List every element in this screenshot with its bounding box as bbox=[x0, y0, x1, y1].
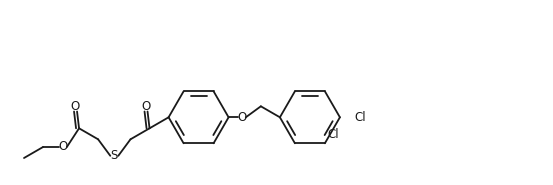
Text: O: O bbox=[237, 111, 247, 124]
Text: S: S bbox=[111, 149, 118, 162]
Text: O: O bbox=[58, 140, 67, 154]
Text: Cl: Cl bbox=[327, 128, 338, 141]
Text: O: O bbox=[141, 100, 150, 113]
Text: Cl: Cl bbox=[354, 111, 366, 124]
Text: O: O bbox=[70, 100, 80, 113]
